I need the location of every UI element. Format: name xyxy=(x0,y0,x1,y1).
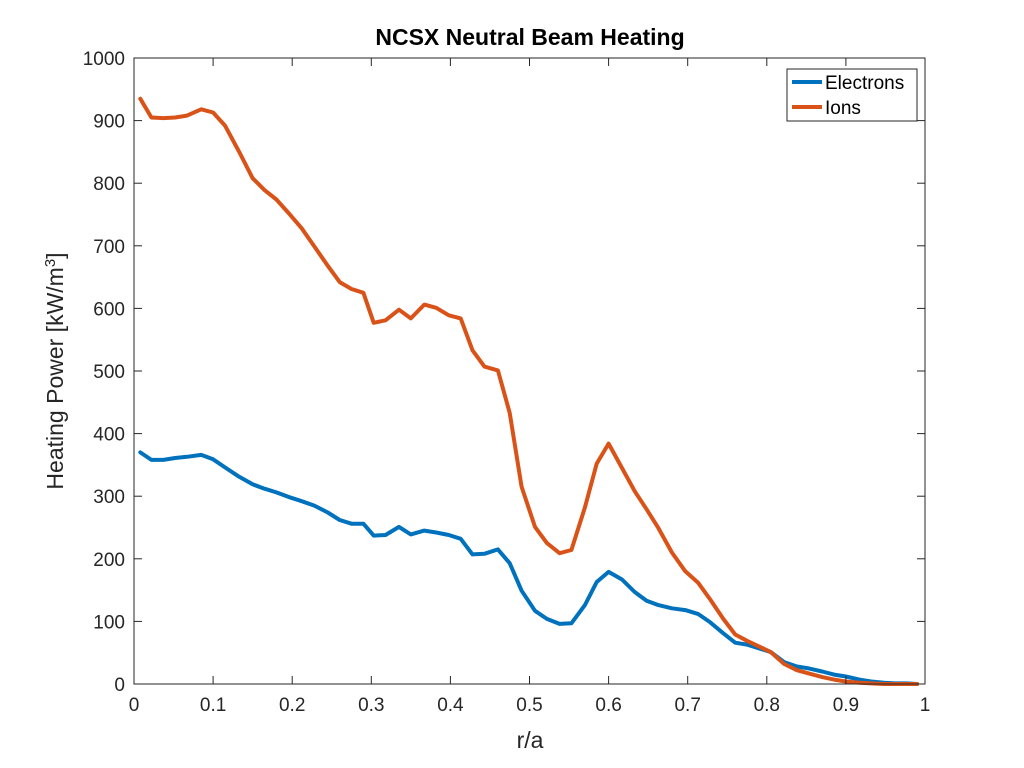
x-tick-label: 0.5 xyxy=(516,695,542,716)
x-tick-label: 0 xyxy=(129,695,140,716)
y-tick-label: 800 xyxy=(93,174,125,195)
series-layer xyxy=(138,96,920,686)
x-tick-label: 0.7 xyxy=(674,695,700,716)
y-axis-label-tail: ] xyxy=(42,252,68,258)
x-tick-label: 0.8 xyxy=(754,695,780,716)
y-axis-label-main: Heating Power [kW/m xyxy=(42,267,68,489)
ticks-layer: 0 0.1 0.2 0.3 0.4 0.5 0.6 0.7 0.8 0.9 1 0 100 200 300 4… xyxy=(83,49,931,716)
y-tick-label: 100 xyxy=(93,612,125,633)
x-tick-label: 1 xyxy=(920,695,931,716)
y-axis-label-superscript: 3 xyxy=(42,259,59,267)
plot-area xyxy=(134,58,925,684)
y-tick-label: 200 xyxy=(93,550,125,571)
y-tick-label: 900 xyxy=(93,112,125,133)
y-tick-label: 600 xyxy=(93,299,125,320)
x-axis-label: r/a xyxy=(517,727,544,753)
x-tick-label: 0.9 xyxy=(833,695,859,716)
y-tick-label: 300 xyxy=(93,487,125,508)
x-tick-label: 0.3 xyxy=(358,695,384,716)
series-line-electrons xyxy=(138,450,920,686)
legend: Electrons Ions xyxy=(786,68,918,122)
y-tick-label: 0 xyxy=(114,675,125,696)
x-tick-label: 0.4 xyxy=(437,695,464,716)
legend-box xyxy=(786,68,918,122)
y-tick-label: 500 xyxy=(93,362,125,383)
x-tick-label: 0.6 xyxy=(595,695,621,716)
y-axis-label: Heating Power [kW/m3] xyxy=(42,252,69,489)
legend-label-ions: Ions xyxy=(825,98,861,119)
y-tick-label: 700 xyxy=(93,237,125,258)
x-tick-label: 0.1 xyxy=(200,695,226,716)
series-line-ions xyxy=(138,96,920,686)
y-tick-label: 400 xyxy=(93,425,125,446)
y-tick-label: 1000 xyxy=(83,49,125,70)
legend-label-electrons: Electrons xyxy=(825,73,904,94)
x-tick-label: 0.2 xyxy=(279,695,305,716)
chart-title: NCSX Neutral Beam Heating xyxy=(375,24,684,50)
